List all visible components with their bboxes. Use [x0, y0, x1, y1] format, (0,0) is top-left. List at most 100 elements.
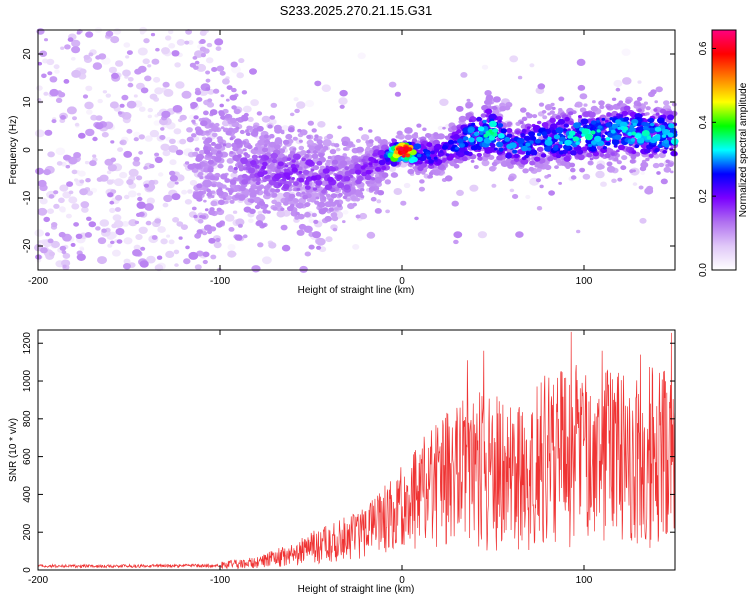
spectrogram-cell: [79, 188, 88, 196]
spectrogram-cell: [613, 157, 619, 162]
spectrogram-cell: [199, 175, 204, 180]
spectrogram-cell: [39, 198, 48, 205]
spectrogram-cell: [616, 149, 620, 153]
spectrogram-cell: [365, 169, 372, 175]
spectrogram-cell: [250, 160, 257, 166]
spectrogram-cell: [538, 102, 545, 107]
spectrogram-cell: [51, 119, 57, 124]
spectrogram-cell: [205, 87, 211, 91]
spectrogram-cell: [658, 162, 665, 168]
spectrogram-cell: [646, 135, 652, 140]
spectrogram-cell: [480, 113, 487, 118]
spectrogram-cell: [230, 172, 238, 179]
spectrogram-cell: [257, 171, 265, 178]
spectrogram-cell: [390, 172, 398, 178]
spectrogram-cell: [168, 29, 174, 35]
spectrogram-cell: [154, 218, 162, 224]
spectrogram-cell: [191, 206, 197, 211]
spectrogram-cell: [535, 139, 541, 144]
spectrogram-cell: [416, 123, 422, 128]
spectrogram-cell: [149, 163, 155, 169]
spectrogram-cell: [191, 133, 197, 138]
spectrogram-cell: [315, 196, 320, 200]
spectrogram-cell: [609, 117, 614, 121]
spectrogram-cell: [644, 187, 654, 195]
spectrogram-cell: [257, 242, 264, 248]
spectrogram-cell: [255, 181, 261, 186]
spectrogram-cell: [665, 159, 670, 164]
spectrogram-cell: [220, 115, 226, 120]
spectrogram-cell: [144, 135, 153, 142]
spectrogram-cell: [211, 67, 218, 72]
spectrogram-cell: [181, 90, 192, 99]
spectrogram-cell: [592, 100, 596, 104]
spectrogram-cell: [53, 64, 60, 70]
spectrogram-cell: [413, 143, 422, 150]
spectrogram-cell: [343, 147, 348, 151]
spectrogram-cell: [160, 143, 170, 151]
spectrogram-cell: [267, 124, 273, 129]
spectrogram-cell: [202, 179, 213, 188]
spectrogram-cell: [166, 234, 171, 238]
spectrogram-cell: [229, 179, 237, 185]
spectrogram-cell: [243, 152, 249, 156]
spectrogram-cell: [139, 30, 145, 35]
spectrogram-cell: [250, 99, 259, 107]
spectrogram-cell: [38, 240, 43, 244]
spectrogram-cell: [427, 156, 432, 160]
spectrogram-cell: [43, 216, 50, 223]
spectrogram-cell: [637, 102, 642, 107]
spectrogram-cell: [611, 97, 617, 102]
spectrogram-cell: [287, 127, 295, 133]
spectrogram-cell: [187, 163, 196, 170]
spectrogram-cell: [46, 58, 55, 66]
spectrogram-cell: [484, 90, 492, 96]
spectrogram-cell: [199, 39, 206, 44]
spectrogram-cell: [257, 210, 263, 215]
spectrogram-cell: [312, 213, 316, 217]
spectrogram-cell: [621, 155, 628, 161]
spectrogram-cell: [76, 31, 81, 35]
spectrogram-cell: [298, 139, 303, 143]
spectrogram-cell: [153, 76, 161, 83]
spectrogram-cell: [136, 201, 146, 209]
spectrogram-cell: [613, 79, 623, 88]
spectrogram-cell: [226, 130, 232, 136]
snr-xtick-label: -100: [210, 575, 230, 586]
spectrogram-cell: [572, 136, 580, 142]
spectrogram-cell: [442, 158, 447, 162]
spectrogram-cell: [309, 197, 316, 203]
spectrogram-cell: [391, 138, 397, 144]
spectrogram-cell: [172, 217, 180, 223]
spectrogram-cell: [663, 100, 670, 106]
spectrogram-cell: [583, 103, 588, 107]
spectrogram-cell: [165, 250, 175, 258]
spectrogram-cell: [262, 256, 272, 265]
spectrogram-cell: [325, 236, 333, 243]
spectrogram-cell: [669, 127, 677, 133]
spectrogram-cell: [638, 185, 644, 190]
spectrogram-cell: [314, 134, 319, 138]
spectrogram-cell: [197, 171, 204, 177]
spectrogram-cell: [304, 185, 311, 190]
spectrogram-cell: [247, 167, 256, 174]
spectrogram-cell: [422, 127, 427, 132]
spectrogram-cell: [491, 161, 498, 167]
spectrogram-cell: [374, 159, 379, 164]
spectrogram-cell: [175, 149, 184, 156]
spectrogram-cell: [207, 159, 214, 165]
spectrogram-cell: [457, 138, 464, 144]
spectrogram-cell: [476, 152, 482, 158]
spectrogram-cell: [112, 214, 122, 222]
spectrogram-cell: [194, 264, 202, 270]
spectrogram-cell: [410, 156, 416, 161]
spectrogram-cell: [274, 201, 282, 208]
spectrogram-cell: [643, 101, 649, 105]
spectrogram-cell: [428, 171, 434, 176]
spectrogram-cell: [483, 133, 489, 138]
spectrogram-cell: [617, 177, 623, 182]
spectrogram-cell: [58, 206, 66, 212]
spectrogram-cell: [180, 224, 188, 231]
spectrogram-cell: [311, 128, 317, 133]
spectrogram-cell: [660, 178, 668, 185]
